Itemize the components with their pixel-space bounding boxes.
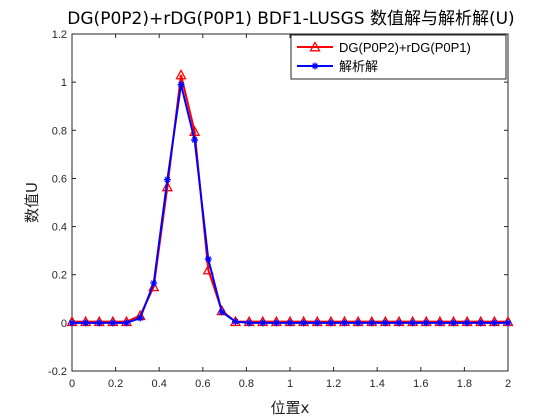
y-tick-label: -0.2 [48,366,67,378]
star-marker [422,319,430,327]
star-marker [177,81,185,89]
star-marker [341,319,348,327]
star-marker [477,319,485,327]
x-tick-label: 0.4 [152,378,167,390]
star-marker [463,319,471,327]
star-marker [204,255,212,263]
star-marker [232,318,239,326]
y-tick-label: 0 [61,318,67,330]
star-marker [436,319,444,327]
y-tick-label: 0.4 [52,222,67,234]
star-marker [272,319,280,327]
x-axis-ticks: 0 0.2 0.4 0.6 0.8 1 1.2 1.4 1.6 1.8 2 [69,34,511,390]
star-marker [381,319,389,327]
x-tick-label: 1.6 [413,378,428,390]
x-tick-label: 0.2 [108,378,123,390]
star-marker [191,136,199,144]
series-2 [68,81,512,327]
y-tick-label: 0.6 [52,173,67,185]
legend-box [290,34,507,80]
legend: DG(P0P2)+rDG(P0P1) 解析解 [290,34,507,80]
star-marker [490,319,498,327]
star-marker [368,319,376,327]
star-marker [409,319,417,327]
star-marker [163,176,171,184]
y-tick-label: 0.2 [52,270,67,282]
star-marker [327,319,335,327]
star-marker [354,319,362,327]
x-tick-label: 0.8 [239,378,254,390]
star-marker [313,319,321,327]
y-tick-label: 1.2 [52,29,67,41]
x-axis-label: 位置x [271,399,310,417]
star-marker [395,319,403,327]
star-marker [286,319,294,327]
x-tick-label: 1 [287,378,293,390]
chart-title: DG(P0P2)+rDG(P0P1) BDF1-LUSGS 数值解与解析解(U) [67,9,514,29]
star-marker [123,319,130,327]
star-marker [136,314,144,322]
star-marker [109,319,117,327]
y-tick-label: 1 [61,77,67,89]
triangle-marker [309,41,321,52]
star-marker [82,319,90,327]
x-tick-label: 2 [505,378,511,390]
y-axis-label: 数值U [23,182,41,223]
star-marker [68,319,76,327]
x-tick-label: 1.2 [326,378,341,390]
star-marker [450,319,457,327]
star-marker [300,319,308,327]
star-marker [504,319,512,327]
star-marker [218,308,226,316]
series-layer [66,69,514,327]
legend-label: DG(P0P2)+rDG(P0P1) [339,40,471,55]
y-axis-ticks: -0.2 0 0.2 0.4 0.6 0.8 1 1.2 [48,29,508,378]
star-marker [311,62,319,70]
triangle-marker [161,180,173,192]
x-tick-label: 1.8 [457,378,472,390]
x-tick-label: 0 [69,378,75,390]
star-marker [245,319,253,327]
plot-area [71,33,509,372]
triangle-marker [175,69,187,80]
legend-entry: DG(P0P2)+rDG(P0P1) [297,40,471,55]
star-marker [150,279,158,287]
legend-entry: 解析解 [297,59,378,74]
x-tick-label: 0.6 [195,378,210,390]
y-tick-label: 0.8 [52,125,67,137]
x-tick-label: 1.4 [370,378,385,390]
legend-label: 解析解 [339,59,378,74]
star-marker [259,319,267,327]
star-marker [95,319,103,327]
